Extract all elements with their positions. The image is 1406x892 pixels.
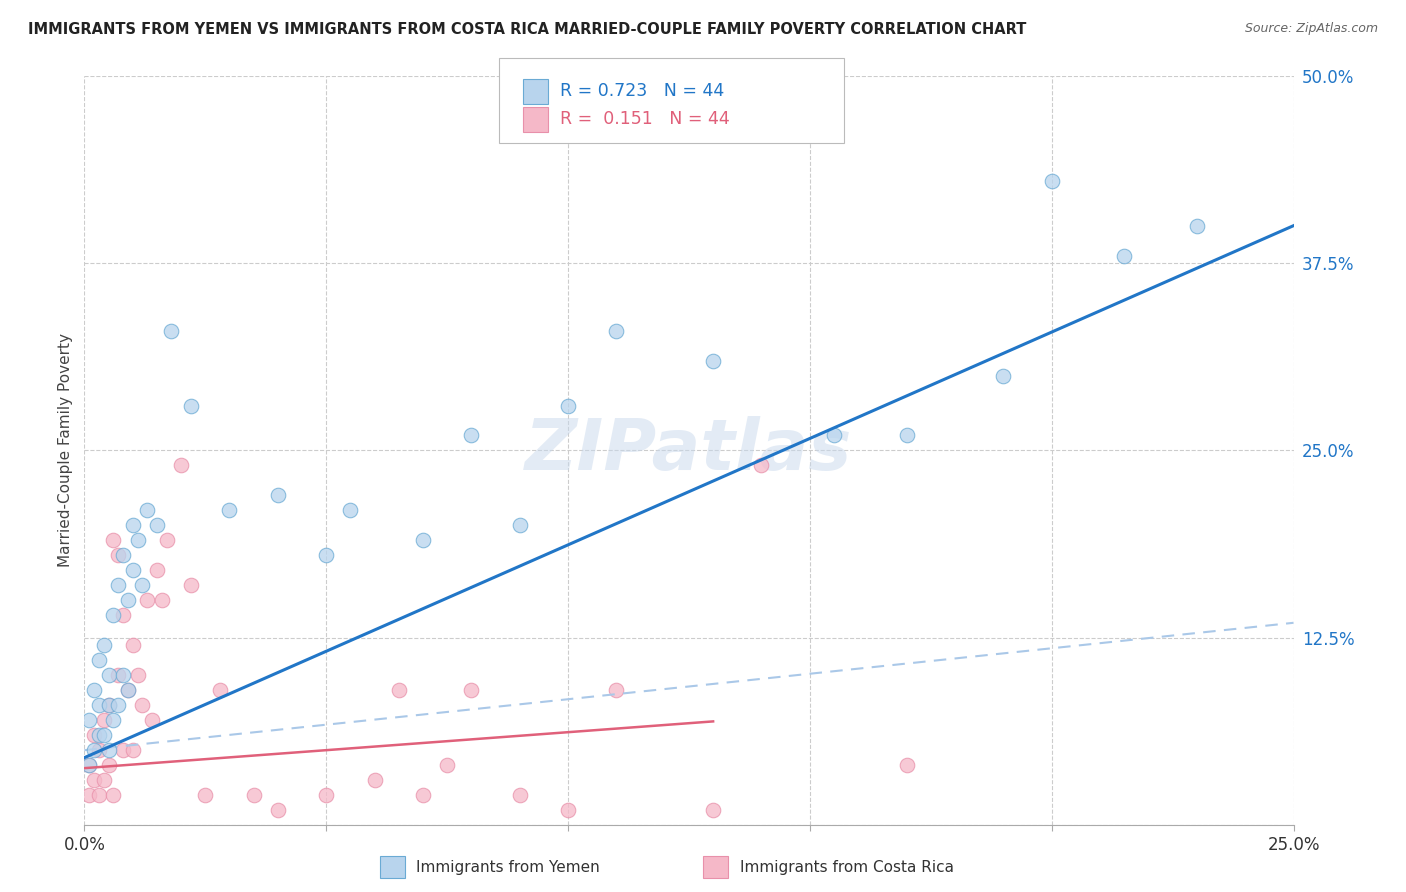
Point — [509, 788, 531, 802]
Point — [97, 758, 120, 772]
Point — [141, 713, 163, 727]
Point — [77, 788, 100, 802]
Point — [1040, 174, 1063, 188]
Point — [1114, 249, 1136, 263]
Point — [103, 713, 125, 727]
Point — [993, 368, 1015, 383]
Point — [605, 324, 627, 338]
Point — [107, 549, 129, 563]
Point — [180, 578, 202, 592]
Point — [509, 518, 531, 533]
Point — [93, 638, 115, 652]
Point — [127, 533, 149, 548]
Point — [363, 773, 385, 788]
Point — [557, 399, 579, 413]
Point — [267, 803, 290, 817]
Point — [83, 683, 105, 698]
Point — [136, 593, 159, 607]
Point — [218, 503, 240, 517]
Point — [107, 668, 129, 682]
Point — [77, 758, 100, 772]
Text: R =  0.151   N = 44: R = 0.151 N = 44 — [560, 111, 730, 128]
Point — [83, 743, 105, 757]
Point — [112, 608, 135, 623]
Point — [121, 743, 143, 757]
Point — [146, 563, 169, 577]
Point — [1185, 219, 1208, 233]
Point — [97, 698, 120, 713]
Point — [315, 788, 337, 802]
Point — [121, 563, 143, 577]
Point — [87, 743, 110, 757]
Point — [460, 428, 482, 442]
Point — [267, 488, 290, 502]
Point — [112, 743, 135, 757]
Text: Source: ZipAtlas.com: Source: ZipAtlas.com — [1244, 22, 1378, 36]
Point — [117, 593, 139, 607]
Point — [170, 458, 193, 473]
Point — [87, 788, 110, 802]
Point — [77, 713, 100, 727]
Point — [83, 773, 105, 788]
Point — [117, 683, 139, 698]
Point — [97, 698, 120, 713]
Point — [93, 728, 115, 742]
Point — [112, 549, 135, 563]
Point — [97, 668, 120, 682]
Point — [751, 458, 773, 473]
Point — [103, 533, 125, 548]
Point — [121, 518, 143, 533]
Point — [83, 728, 105, 742]
Text: Immigrants from Costa Rica: Immigrants from Costa Rica — [740, 860, 953, 874]
Point — [131, 578, 153, 592]
Point — [87, 698, 110, 713]
Point — [107, 698, 129, 713]
Text: R = 0.723   N = 44: R = 0.723 N = 44 — [560, 82, 724, 100]
Point — [77, 758, 100, 772]
Point — [412, 788, 434, 802]
Point — [121, 638, 143, 652]
Point — [87, 653, 110, 667]
Point — [896, 758, 918, 772]
Point — [412, 533, 434, 548]
Point — [131, 698, 153, 713]
Point — [823, 428, 845, 442]
Point — [103, 788, 125, 802]
Point — [388, 683, 411, 698]
Point — [194, 788, 217, 802]
Point — [93, 773, 115, 788]
Point — [87, 728, 110, 742]
Point — [339, 503, 361, 517]
Point — [460, 683, 482, 698]
Point — [896, 428, 918, 442]
Text: IMMIGRANTS FROM YEMEN VS IMMIGRANTS FROM COSTA RICA MARRIED-COUPLE FAMILY POVERT: IMMIGRANTS FROM YEMEN VS IMMIGRANTS FROM… — [28, 22, 1026, 37]
Text: Immigrants from Yemen: Immigrants from Yemen — [416, 860, 600, 874]
Point — [702, 353, 724, 368]
Point — [160, 324, 183, 338]
Y-axis label: Married-Couple Family Poverty: Married-Couple Family Poverty — [58, 334, 73, 567]
Point — [242, 788, 264, 802]
Point — [93, 713, 115, 727]
Point — [97, 743, 120, 757]
Point — [208, 683, 231, 698]
Point — [436, 758, 458, 772]
Point — [103, 608, 125, 623]
Point — [146, 518, 169, 533]
Text: ZIPatlas: ZIPatlas — [526, 416, 852, 485]
Point — [150, 593, 173, 607]
Point — [180, 399, 202, 413]
Point — [155, 533, 177, 548]
Point — [127, 668, 149, 682]
Point — [605, 683, 627, 698]
Point — [112, 668, 135, 682]
Point — [107, 578, 129, 592]
Point — [702, 803, 724, 817]
Point — [557, 803, 579, 817]
Point — [315, 549, 337, 563]
Point — [136, 503, 159, 517]
Point — [117, 683, 139, 698]
